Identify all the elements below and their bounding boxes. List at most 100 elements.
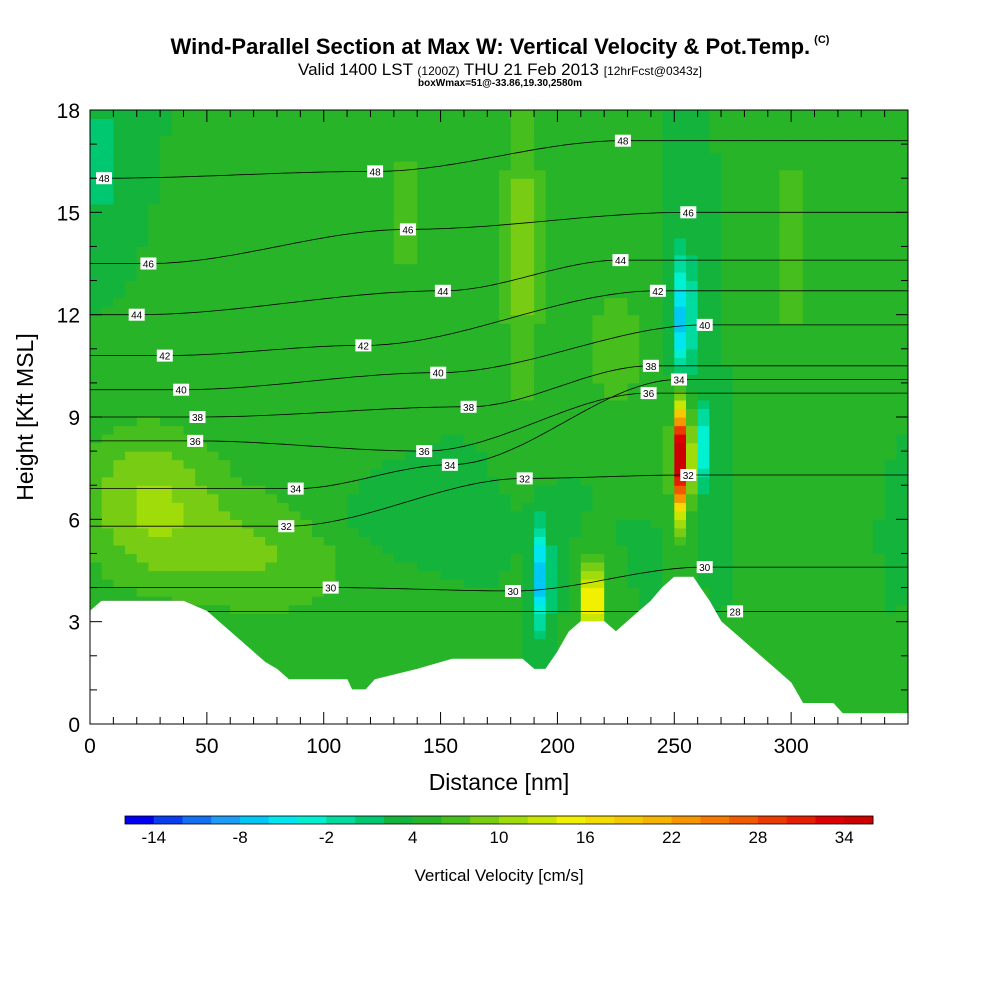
velocity-cell	[627, 203, 640, 213]
velocity-cell	[218, 562, 231, 572]
velocity-cell	[674, 365, 687, 375]
velocity-cell	[569, 382, 582, 392]
velocity-cell	[160, 255, 173, 265]
velocity-cell	[300, 604, 313, 614]
velocity-cell	[136, 553, 149, 563]
velocity-cell	[721, 544, 734, 554]
velocity-cell	[300, 229, 313, 239]
velocity-cell	[814, 186, 827, 196]
velocity-cell	[592, 144, 605, 154]
velocity-cell	[347, 442, 360, 452]
velocity-cell	[569, 604, 582, 614]
velocity-cell	[861, 246, 874, 256]
velocity-cell	[136, 382, 149, 392]
velocity-cell	[323, 672, 336, 682]
velocity-cell	[779, 374, 792, 384]
velocity-cell	[288, 365, 301, 375]
velocity-cell	[136, 212, 149, 222]
velocity-cell	[206, 118, 220, 128]
velocity-cell	[674, 570, 687, 580]
velocity-cell	[732, 348, 745, 358]
velocity-cell	[639, 272, 652, 282]
velocity-cell	[265, 485, 278, 495]
velocity-cell	[569, 135, 582, 145]
velocity-cell	[756, 331, 769, 341]
velocity-cell	[849, 570, 862, 580]
velocity-cell	[136, 203, 149, 213]
velocity-cell	[639, 203, 652, 213]
velocity-cell	[802, 493, 816, 503]
velocity-cell	[323, 544, 336, 554]
velocity-cell	[779, 340, 792, 350]
velocity-cell	[499, 357, 512, 367]
velocity-cell	[849, 621, 862, 631]
velocity-cell	[487, 272, 500, 282]
velocity-cell	[230, 220, 243, 230]
velocity-cell	[265, 562, 278, 572]
velocity-cell	[896, 152, 908, 162]
velocity-cell	[405, 408, 418, 418]
velocity-cell	[440, 152, 453, 162]
velocity-cell	[837, 237, 851, 247]
velocity-cell	[627, 289, 640, 299]
velocity-cell	[148, 527, 161, 537]
velocity-cell	[452, 425, 465, 435]
velocity-cell	[335, 374, 348, 384]
velocity-cell	[604, 579, 617, 589]
velocity-cell	[230, 127, 243, 137]
velocity-cell	[814, 289, 827, 299]
velocity-cell	[171, 434, 185, 444]
velocity-cell	[312, 536, 325, 546]
velocity-cell	[475, 527, 488, 537]
velocity-cell	[382, 357, 395, 367]
velocity-cell	[802, 562, 816, 572]
velocity-cell	[265, 604, 278, 614]
velocity-cell	[662, 237, 675, 247]
velocity-cell	[393, 144, 407, 154]
velocity-cell	[534, 246, 547, 256]
velocity-cell	[300, 502, 313, 512]
velocity-cell	[592, 272, 605, 282]
velocity-cell	[370, 544, 383, 554]
velocity-cell	[358, 280, 372, 290]
velocity-cell	[534, 630, 547, 640]
velocity-cell	[604, 186, 617, 196]
velocity-cell	[125, 399, 138, 409]
velocity-cell	[241, 186, 255, 196]
velocity-cell	[615, 331, 629, 341]
velocity-cell	[288, 212, 301, 222]
velocity-cell	[534, 655, 547, 665]
velocity-cell	[463, 348, 477, 358]
velocity-cell	[837, 689, 851, 699]
velocity-cell	[90, 527, 103, 537]
velocity-cell	[791, 553, 804, 563]
velocity-cell	[428, 417, 442, 427]
velocity-cell	[639, 596, 652, 606]
velocity-cell	[90, 297, 103, 307]
velocity-cell	[837, 425, 851, 435]
velocity-cell	[756, 297, 769, 307]
velocity-cell	[826, 442, 839, 452]
velocity-cell	[499, 144, 512, 154]
velocity-cell	[510, 348, 523, 358]
velocity-cell	[837, 672, 851, 682]
velocity-cell	[861, 544, 874, 554]
velocity-cell	[779, 195, 792, 205]
velocity-cell	[534, 263, 547, 273]
velocity-cell	[604, 314, 617, 324]
velocity-cell	[230, 425, 243, 435]
velocity-cell	[335, 638, 348, 648]
velocity-cell	[826, 289, 839, 299]
velocity-cell	[791, 425, 804, 435]
velocity-cell	[802, 237, 816, 247]
velocity-cell	[872, 638, 886, 648]
velocity-cell	[802, 331, 816, 341]
velocity-cell	[896, 306, 908, 316]
velocity-cell	[323, 553, 336, 563]
velocity-cell	[463, 425, 477, 435]
velocity-cell	[884, 382, 897, 392]
velocity-cell	[569, 246, 582, 256]
velocity-cell	[160, 468, 173, 478]
velocity-cell	[288, 161, 301, 171]
velocity-cell	[826, 144, 839, 154]
